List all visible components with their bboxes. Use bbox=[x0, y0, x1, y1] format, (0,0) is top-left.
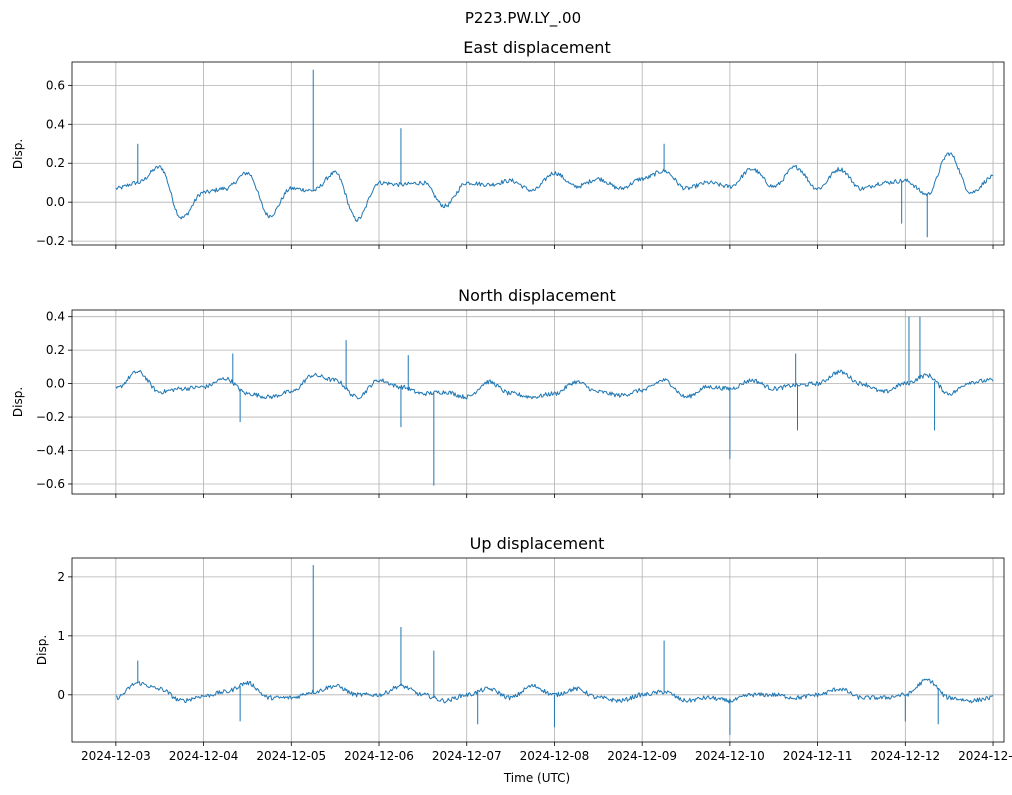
y-tick-label: 0.0 bbox=[46, 377, 65, 391]
y-tick-label: 2 bbox=[57, 570, 65, 584]
panel-north-title: North displacement bbox=[458, 286, 616, 305]
panel-up: Up displacement Disp. 2024-12-03 2024-12-… bbox=[35, 534, 1012, 763]
x-tick-label: 2024-12-12 bbox=[870, 749, 940, 763]
x-tick-label: 2024-12-11 bbox=[783, 749, 853, 763]
x-axis-label: Time (UTC) bbox=[503, 771, 570, 785]
x-tick-label: 2024-12-07 bbox=[432, 749, 502, 763]
panel-east-plot-frame bbox=[71, 61, 1005, 246]
y-tick-label: −0.4 bbox=[36, 444, 65, 458]
y-tick-label: 0.4 bbox=[46, 117, 65, 131]
x-tick-label: 2024-12-05 bbox=[256, 749, 326, 763]
y-tick-label: 0.6 bbox=[46, 78, 65, 92]
y-tick-label: −0.6 bbox=[36, 477, 65, 491]
y-tick-label: 0 bbox=[57, 688, 65, 702]
x-tick-label: 2024-12-09 bbox=[607, 749, 677, 763]
x-tick-label: 2024-12-03 bbox=[81, 749, 151, 763]
figure-suptitle: P223.PW.LY_.00 bbox=[465, 9, 581, 28]
x-tick-label: 2024-12-04 bbox=[169, 749, 239, 763]
panel-north-plot-frame bbox=[71, 309, 1005, 495]
y-tick-label: 1 bbox=[57, 629, 65, 643]
panel-east-ylabel: Disp. bbox=[11, 139, 25, 169]
panel-up-plot-frame bbox=[71, 557, 1005, 743]
panel-up-ylabel: Disp. bbox=[35, 635, 49, 665]
panel-east: East displacement Disp. −0.2 0.0 0.2 0.4 0.6 bbox=[11, 38, 1005, 249]
panel-north-ylabel: Disp. bbox=[11, 387, 25, 417]
x-tick-label: 2024-12-06 bbox=[344, 749, 414, 763]
panel-north-plot-series-line bbox=[115, 369, 994, 400]
panel-east-title: East displacement bbox=[463, 38, 610, 57]
panel-east-plot-series-line bbox=[115, 152, 994, 222]
panel-north-plot: −0.6 −0.4 −0.2 0.0 0.2 0.4 bbox=[36, 309, 1005, 498]
y-tick-label: 0.4 bbox=[46, 310, 65, 324]
panel-up-plot-series-line bbox=[115, 678, 994, 704]
y-tick-label: −0.2 bbox=[36, 234, 65, 248]
y-tick-label: 0.2 bbox=[46, 343, 65, 357]
y-tick-label: −0.2 bbox=[36, 410, 65, 424]
y-tick-label: 0.0 bbox=[46, 195, 65, 209]
panel-east-plot: −0.2 0.0 0.2 0.4 0.6 bbox=[36, 61, 1005, 249]
x-tick-label: 2024-12-08 bbox=[520, 749, 590, 763]
panel-north: North displacement Disp. −0.6 −0.4 −0.2 0.0… bbox=[11, 286, 1005, 498]
panel-up-title: Up displacement bbox=[470, 534, 605, 553]
y-tick-label: 0.2 bbox=[46, 156, 65, 170]
x-tick-label: 2024-12-13 bbox=[958, 749, 1012, 763]
panel-up-plot: 2024-12-03 2024-12-04 2024-12-05 2024-12-06… bbox=[57, 557, 1012, 763]
x-tick-label: 2024-12-10 bbox=[695, 749, 765, 763]
